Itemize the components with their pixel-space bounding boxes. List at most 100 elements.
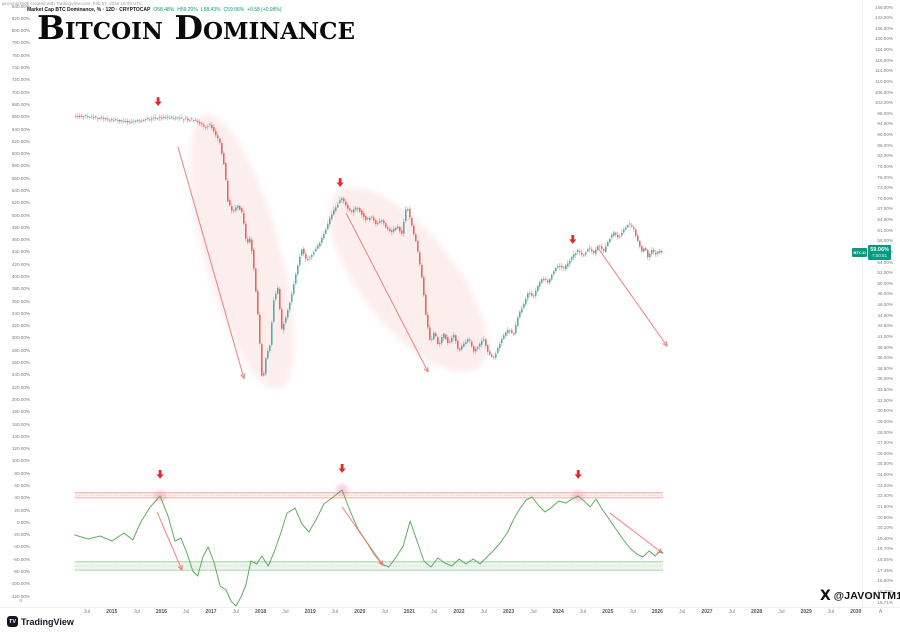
time-axis-label: Jul bbox=[629, 609, 636, 615]
right-axis-label: 79.00% bbox=[877, 163, 893, 169]
right-axis-label: 118.00% bbox=[875, 57, 893, 63]
attribution-line: jaronmarks00 created with TradingView.co… bbox=[2, 1, 143, 6]
right-axis-label: 35.00% bbox=[877, 376, 893, 382]
right-axis-label: 142.00% bbox=[874, 15, 893, 21]
tradingview-logo[interactable]: TV TradingView bbox=[7, 616, 74, 627]
time-axis-label: A bbox=[878, 609, 883, 615]
left-axis-label: 180.00% bbox=[11, 409, 30, 415]
left-axis-label: 660.00% bbox=[11, 114, 30, 120]
time-axis-label: 2030 bbox=[850, 609, 862, 615]
left-axis-label: 420.00% bbox=[11, 261, 30, 267]
ohlc-change: +0.58 (+0.98%) bbox=[247, 7, 282, 13]
right-axis-label: 27.00% bbox=[877, 440, 893, 446]
left-axis-label: 640.00% bbox=[11, 126, 30, 132]
time-axis-label: Jul bbox=[678, 609, 686, 615]
time-axis-label: Jul bbox=[728, 609, 735, 615]
left-axis-label: 120.00% bbox=[11, 446, 30, 452]
right-axis-label: 110.00% bbox=[875, 78, 893, 84]
left-axis-label: 600.00% bbox=[11, 151, 30, 157]
right-axis-label: 54.00% bbox=[877, 259, 893, 265]
time-axis-label: 2024 bbox=[552, 609, 564, 615]
down-arrow-marker bbox=[156, 470, 164, 479]
ohlc-close: C59.06% bbox=[223, 7, 245, 13]
trend-arrow bbox=[596, 246, 668, 348]
chart-title: Bitcoin Dominance bbox=[37, 8, 355, 47]
left-axis-label: 240.00% bbox=[11, 372, 30, 378]
ohlc-open: O58.48% bbox=[153, 7, 175, 13]
time-axis-label: Jul bbox=[182, 609, 190, 615]
right-axis-label: 42.50% bbox=[877, 323, 893, 329]
left-axis-label: 760.00% bbox=[11, 52, 30, 58]
left-axis-label: 800.00% bbox=[11, 28, 30, 34]
trend-arrow bbox=[345, 212, 429, 373]
left-axis-label: 60.00% bbox=[14, 482, 30, 488]
symbol-info-bar[interactable]: Market Cap BTC Dominance, % · 12D · CRYP… bbox=[27, 7, 282, 13]
right-axis-label: 22.40% bbox=[877, 493, 893, 499]
tradingview-icon: TV bbox=[7, 616, 18, 627]
time-axis-label: Jul bbox=[331, 609, 339, 615]
time-axis[interactable]: Jul 2015 Jul 2016 Jul 2017 Jul 2018 Jul 2019 Jul 20… bbox=[0, 608, 900, 620]
highlight-ellipse bbox=[329, 187, 487, 373]
price-scale-divider bbox=[862, 0, 863, 607]
time-axis-label: 2029 bbox=[800, 609, 812, 615]
right-axis-label: 39.50% bbox=[877, 344, 893, 350]
left-axis-label: 540.00% bbox=[11, 187, 30, 193]
symbol-name[interactable]: Market Cap BTC Dominance, % · 12D · CRYP… bbox=[27, 7, 151, 13]
left-axis-zero-label: 0 bbox=[19, 598, 22, 603]
left-axis-label: 480.00% bbox=[11, 224, 30, 230]
time-axis-label: Jul bbox=[827, 609, 835, 615]
time-axis-label: Jul bbox=[282, 609, 289, 615]
left-axis-label: 780.00% bbox=[11, 40, 30, 46]
time-axis-label: 2019 bbox=[304, 609, 316, 615]
time-axis-label: Jul bbox=[83, 609, 91, 615]
time-axis-label: 2022 bbox=[453, 609, 465, 615]
left-axis-label: 80.00% bbox=[14, 470, 30, 476]
right-axis-label: 20.10% bbox=[877, 525, 893, 531]
left-axis-label: 340.00% bbox=[11, 310, 30, 316]
trend-arrow bbox=[177, 146, 246, 380]
time-axis-label: 2015 bbox=[106, 609, 118, 615]
left-axis-label: 160.00% bbox=[11, 421, 30, 427]
right-axis-label: 19.40% bbox=[877, 535, 893, 541]
time-axis-label: Jul bbox=[133, 609, 140, 615]
time-scale-divider bbox=[0, 607, 900, 608]
left-axis-label: 580.00% bbox=[11, 163, 30, 169]
left-axis-label: 140.00% bbox=[11, 433, 30, 439]
left-axis-label: 360.00% bbox=[11, 298, 30, 304]
right-axis-label: 50.00% bbox=[877, 280, 893, 286]
time-axis-label: 2017 bbox=[205, 609, 217, 615]
right-axis-label: 44.00% bbox=[877, 312, 893, 318]
left-axis-label: 740.00% bbox=[11, 65, 30, 71]
ohlc-high: H59.20% bbox=[177, 7, 198, 13]
right-axis-label: 94.00% bbox=[877, 121, 893, 127]
price-tag-symbol: BTC.D bbox=[852, 247, 868, 257]
down-arrow-marker bbox=[338, 464, 346, 473]
right-price-axis[interactable]: 148.00% 142.00% 136.00% 130.00% 124.00% 118.0… bbox=[863, 0, 900, 610]
right-axis-label: 148.00% bbox=[874, 4, 893, 10]
left-axis-label: 700.00% bbox=[11, 89, 30, 95]
down-arrow-marker bbox=[154, 97, 162, 107]
right-axis-label: 17.45% bbox=[877, 567, 893, 573]
time-axis-label: 2025 bbox=[602, 609, 614, 615]
right-axis-label: 102.00% bbox=[874, 100, 893, 106]
time-axis-label: Jul bbox=[430, 609, 438, 615]
right-axis-label: 70.00% bbox=[877, 195, 893, 201]
right-axis-label: 30.50% bbox=[877, 408, 893, 414]
trend-arrow bbox=[156, 511, 183, 572]
right-axis-label: 20.80% bbox=[877, 514, 893, 520]
left-axis-label: -120.00% bbox=[10, 593, 30, 599]
left-indicator-axis[interactable]: 840.00% 820.00% 800.00% 780.00% 760.00% 740.0… bbox=[0, 0, 32, 610]
time-axis-label: Jul bbox=[579, 609, 587, 615]
tradingview-logo-text: TradingView bbox=[21, 616, 74, 627]
time-axis-label: 2026 bbox=[651, 609, 663, 615]
left-axis-label: 720.00% bbox=[11, 77, 30, 83]
left-axis-label: -60.00% bbox=[12, 556, 30, 562]
right-axis-label: 46.00% bbox=[877, 302, 893, 308]
right-axis-label: 58.00% bbox=[877, 238, 893, 244]
highlight-ellipse bbox=[190, 114, 294, 390]
time-axis-label: 2018 bbox=[255, 609, 267, 615]
left-axis-label: 200.00% bbox=[11, 396, 30, 402]
right-axis-label: 124.00% bbox=[874, 47, 893, 53]
